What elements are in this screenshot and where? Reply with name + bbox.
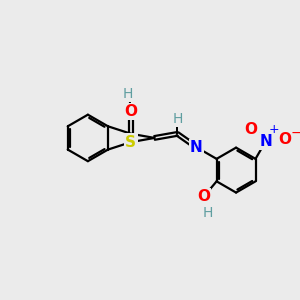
Text: N: N bbox=[259, 134, 272, 149]
Text: −: − bbox=[291, 125, 300, 140]
Text: H: H bbox=[123, 87, 133, 101]
Text: O: O bbox=[244, 122, 257, 137]
Text: N: N bbox=[190, 140, 203, 155]
Text: H: H bbox=[202, 206, 213, 220]
Text: O: O bbox=[197, 189, 210, 204]
Text: S: S bbox=[125, 135, 136, 150]
Text: +: + bbox=[269, 122, 279, 136]
Text: O: O bbox=[124, 104, 137, 119]
Text: O: O bbox=[278, 132, 291, 147]
Text: H: H bbox=[172, 112, 183, 126]
